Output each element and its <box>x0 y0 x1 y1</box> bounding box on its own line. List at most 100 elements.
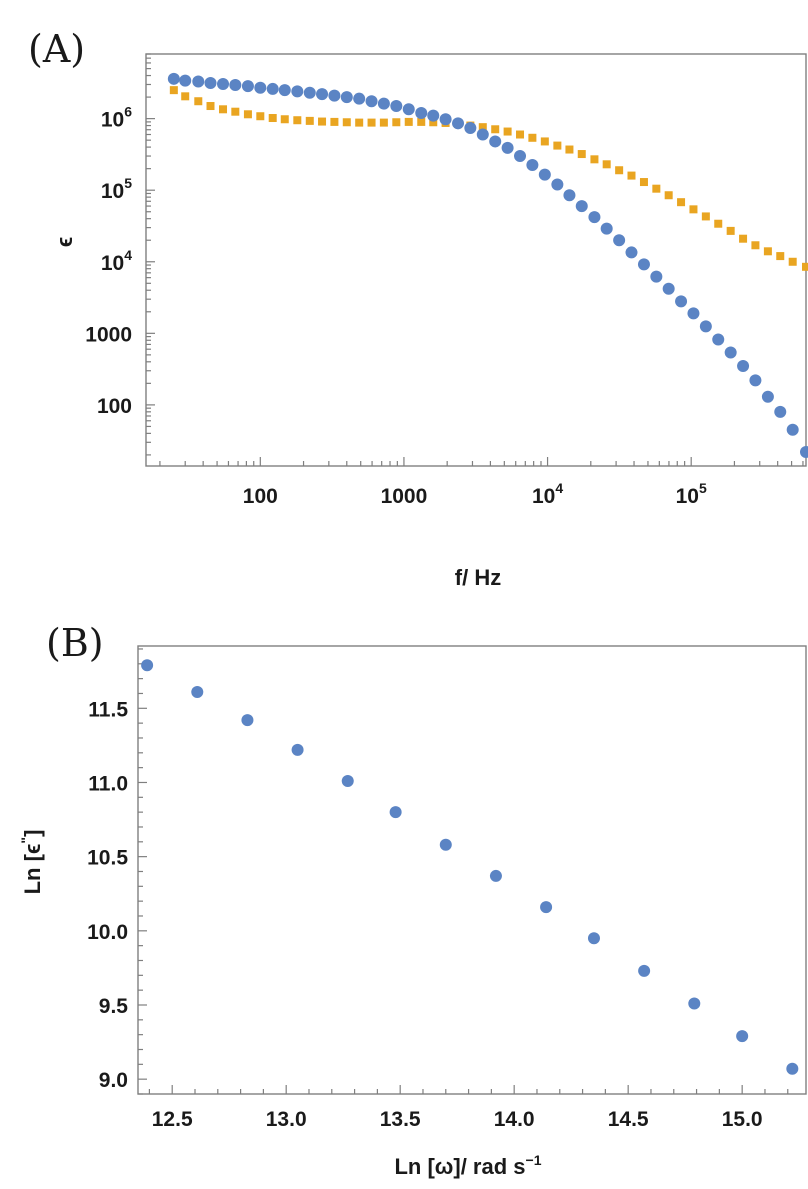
series-1-point <box>291 85 304 98</box>
panel-b-y-tick-label: 10.5 <box>87 847 128 870</box>
panel-b-plot-area: 12.5 13.0 13.5 14.0 14.5 15.0 9.0 9.5 10.0 10.5 11… <box>87 645 807 1131</box>
series-1-point <box>476 128 489 141</box>
series-2-point <box>194 97 203 106</box>
series-1-point <box>291 743 304 756</box>
panel-b-data <box>141 659 799 1075</box>
series-1-point <box>526 158 539 171</box>
series-2-point <box>491 125 500 134</box>
series-1-point <box>402 103 415 116</box>
panel-a-y-tick-label: 1000 <box>85 323 132 346</box>
panel-b-y-axis-label-main: Ln [ϵ <box>20 844 45 895</box>
series-1-point <box>774 405 787 418</box>
series-2-point <box>776 252 785 261</box>
panel-a-y-tick-label: 104 <box>101 247 132 275</box>
series-2-point <box>404 117 413 126</box>
series-1-point <box>241 80 254 93</box>
series-1-point <box>587 932 600 945</box>
panel-b-y-tick-label: 11.5 <box>88 698 128 721</box>
series-2-point <box>528 133 537 142</box>
series-2-point <box>689 205 698 214</box>
series-1-point <box>761 390 774 403</box>
series-1-point <box>341 774 354 787</box>
series-1-point <box>340 91 353 104</box>
series-1-point <box>514 150 527 163</box>
series-1-point <box>662 282 675 295</box>
panel-a-data <box>167 72 808 458</box>
series-2-point <box>231 107 240 116</box>
series-2-point <box>802 262 808 271</box>
series-2-point <box>219 105 228 114</box>
panel-a-frame <box>145 53 807 467</box>
series-1-point <box>254 81 267 94</box>
panel-b-x-tick-label: 14.5 <box>608 1108 649 1131</box>
series-2-point <box>355 118 364 127</box>
panel-b-x-axis-label-sup: −1 <box>526 1152 542 1168</box>
series-1-point <box>575 200 588 213</box>
series-2-point <box>751 241 760 250</box>
series-1-point <box>625 246 638 259</box>
series-2-point <box>664 191 673 200</box>
series-1-point <box>241 714 254 727</box>
series-1-point <box>501 141 514 154</box>
series-2-point <box>268 114 277 123</box>
series-1-point <box>179 74 192 87</box>
series-1-point <box>736 1030 749 1043</box>
panel-b: (B) 12.5 13.0 13.5 14.0 14.5 15.0 9.0 9.5 10.0 10… <box>18 621 807 1179</box>
series-2-point <box>243 110 252 119</box>
series-1-point <box>786 423 799 436</box>
series-2-point <box>256 112 265 121</box>
panel-b-x-axis-label-main: Ln [ω]/ rad s <box>394 1154 525 1179</box>
panel-a-x-axis-label: f/ Hz <box>455 565 501 590</box>
series-2-point <box>788 257 797 266</box>
series-2-point <box>701 212 710 221</box>
panel-b-frame <box>137 645 807 1095</box>
panel-b-label: (B) <box>46 621 104 665</box>
panel-a-y-tick-label: 105 <box>101 175 132 203</box>
panel-a-x-tick-label: 105 <box>676 480 707 508</box>
panel-b-y-tick-label: 11.0 <box>88 772 128 795</box>
series-1-point <box>303 86 316 99</box>
series-1-point <box>637 258 650 271</box>
series-2-point <box>330 117 339 126</box>
series-1-point <box>452 117 465 130</box>
series-2-point <box>280 115 289 124</box>
series-1-point <box>489 869 502 882</box>
series-2-point <box>763 247 772 256</box>
panel-b-x-tick-label: 12.5 <box>152 1108 193 1131</box>
series-2-point <box>318 117 327 126</box>
panel-b-y-axis-label-sup: " <box>18 837 34 844</box>
series-1-point <box>365 95 378 108</box>
series-1-point <box>192 75 205 88</box>
series-2-point <box>293 116 302 125</box>
series-1-point <box>141 659 154 672</box>
series-1-point <box>389 806 402 819</box>
series-1-point <box>377 97 390 110</box>
series-1-point <box>588 211 601 224</box>
series-2-point <box>739 234 748 243</box>
panel-b-y-axis-label-end: ] <box>20 830 45 837</box>
panel-a-y-axis-label: ϵ <box>52 237 77 248</box>
series-2-point <box>714 219 723 228</box>
series-1-point <box>167 72 180 85</box>
panel-b-y-tick-label: 9.5 <box>99 995 129 1018</box>
panel-b-x-tick-label: 13.0 <box>266 1108 307 1131</box>
series-1-point <box>563 189 576 202</box>
series-1-point <box>415 106 428 119</box>
panel-a-x-tick-label: 1000 <box>381 485 428 508</box>
panel-a-y-tick-label: 106 <box>101 104 132 132</box>
series-1-point <box>638 964 651 977</box>
series-2-point <box>577 150 586 159</box>
series-2-point <box>590 155 599 164</box>
series-1-point <box>217 77 230 90</box>
panel-b-y-tick-label: 9.0 <box>99 1069 128 1092</box>
series-2-point <box>305 116 314 125</box>
series-2-point <box>417 117 426 126</box>
series-1-point <box>613 234 626 247</box>
panel-b-y-tick-label: 10.0 <box>87 921 128 944</box>
series-1-point <box>551 178 564 191</box>
series-2-point <box>169 86 178 95</box>
series-1-point <box>278 84 291 97</box>
panel-b-x-tick-label: 14.0 <box>494 1108 535 1131</box>
series-2-point <box>516 130 525 139</box>
series-1-point <box>439 838 452 851</box>
